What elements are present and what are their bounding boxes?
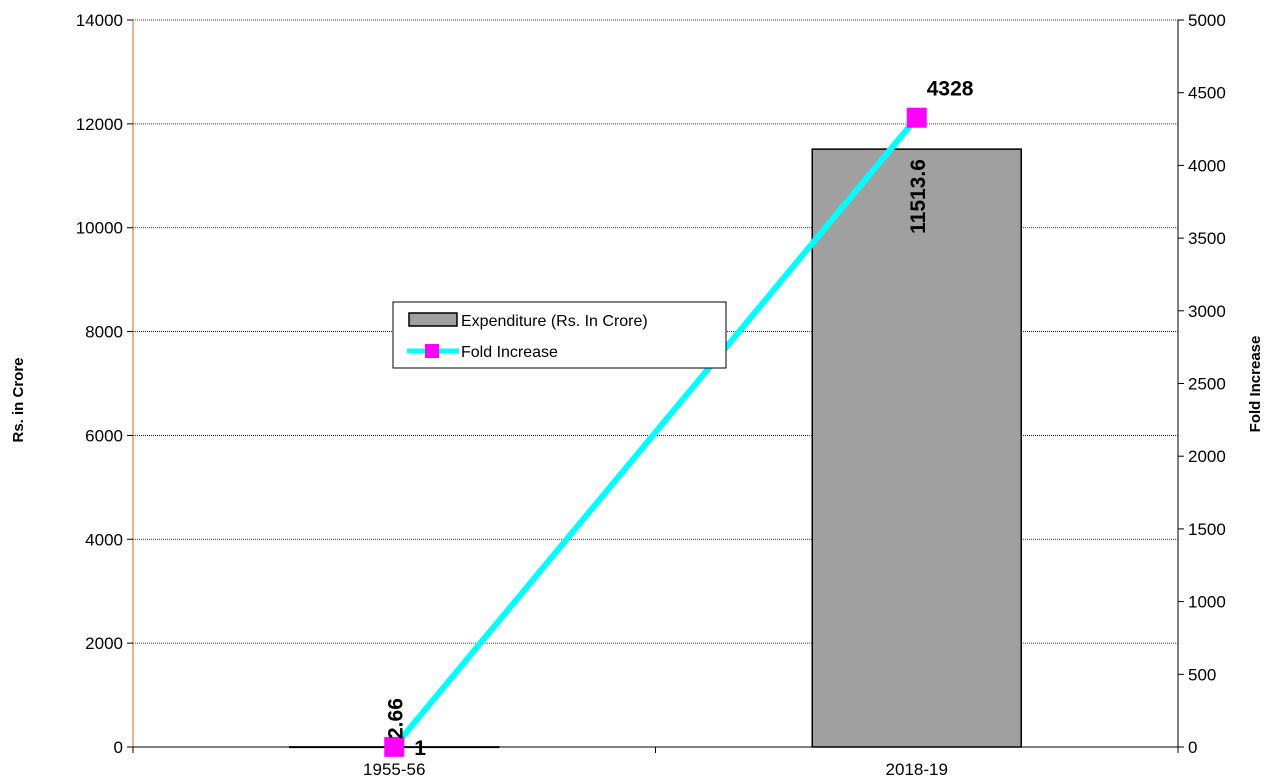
y2-tick-label: 3000 [1188, 302, 1226, 321]
y2-tick-label: 0 [1188, 738, 1197, 757]
fold-increase-path [391, 115, 920, 749]
data-labels: 2.66 11513.6 1 4328 [384, 78, 974, 760]
bars [289, 148, 1022, 749]
y2-tick-label: 1000 [1188, 593, 1226, 612]
legend-label-expenditure: Expenditure (Rs. In Crore) [461, 313, 648, 330]
x-tick-label: 1955-56 [363, 760, 425, 779]
fold-increase-marker [384, 736, 405, 757]
y-tick-label: 6000 [85, 426, 123, 445]
y-tick-label: 2000 [85, 634, 123, 653]
y2-axis-title: Fold Increase [1247, 336, 1264, 433]
x-axis-ticks: 1955-56 2018-19 [132, 747, 1179, 779]
legend-bar-swatch [408, 312, 458, 327]
fold-value-label: 1 [414, 737, 426, 760]
expenditure-bar [811, 148, 1022, 748]
fold-value-label: 4328 [927, 78, 974, 101]
legend-box [392, 301, 727, 369]
y2-tick-label: 2500 [1188, 375, 1226, 394]
y2-tick-label: 4500 [1188, 84, 1226, 103]
y-tick-label: 12000 [76, 115, 123, 134]
y-tick-label: 8000 [85, 323, 123, 342]
y-axis-title: Rs. in Crore [10, 357, 27, 442]
y2-tick-label: 500 [1188, 665, 1216, 684]
y2-tick-label: 1500 [1188, 520, 1226, 539]
y-axis-ticks: 0 2000 4000 6000 8000 10000 12000 14000 [76, 11, 133, 757]
y2-tick-label: 4000 [1188, 156, 1226, 175]
y-tick-label: 14000 [76, 11, 123, 30]
y-tick-label: 0 [114, 738, 123, 757]
y2-axis-ticks: 0 500 1000 1500 2000 2500 3000 3500 4000 4500 5000 [1178, 11, 1226, 757]
legend-label-fold: Fold Increase [461, 344, 558, 361]
fold-increase-marker [906, 107, 927, 128]
fold-increase-line [384, 107, 927, 757]
x-tick-label: 2018-19 [886, 760, 948, 779]
bar-value-label: 2.66 [384, 698, 407, 739]
y-tick-label: 4000 [85, 530, 123, 549]
y-tick-label: 10000 [76, 219, 123, 238]
bar-value-label: 11513.6 [907, 159, 930, 234]
y2-tick-label: 5000 [1188, 11, 1226, 30]
y2-tick-label: 2000 [1188, 447, 1226, 466]
legend: Expenditure (Rs. In Crore) Fold Increase [392, 301, 727, 369]
legend-marker-swatch [425, 344, 439, 358]
y2-tick-label: 3500 [1188, 229, 1226, 248]
